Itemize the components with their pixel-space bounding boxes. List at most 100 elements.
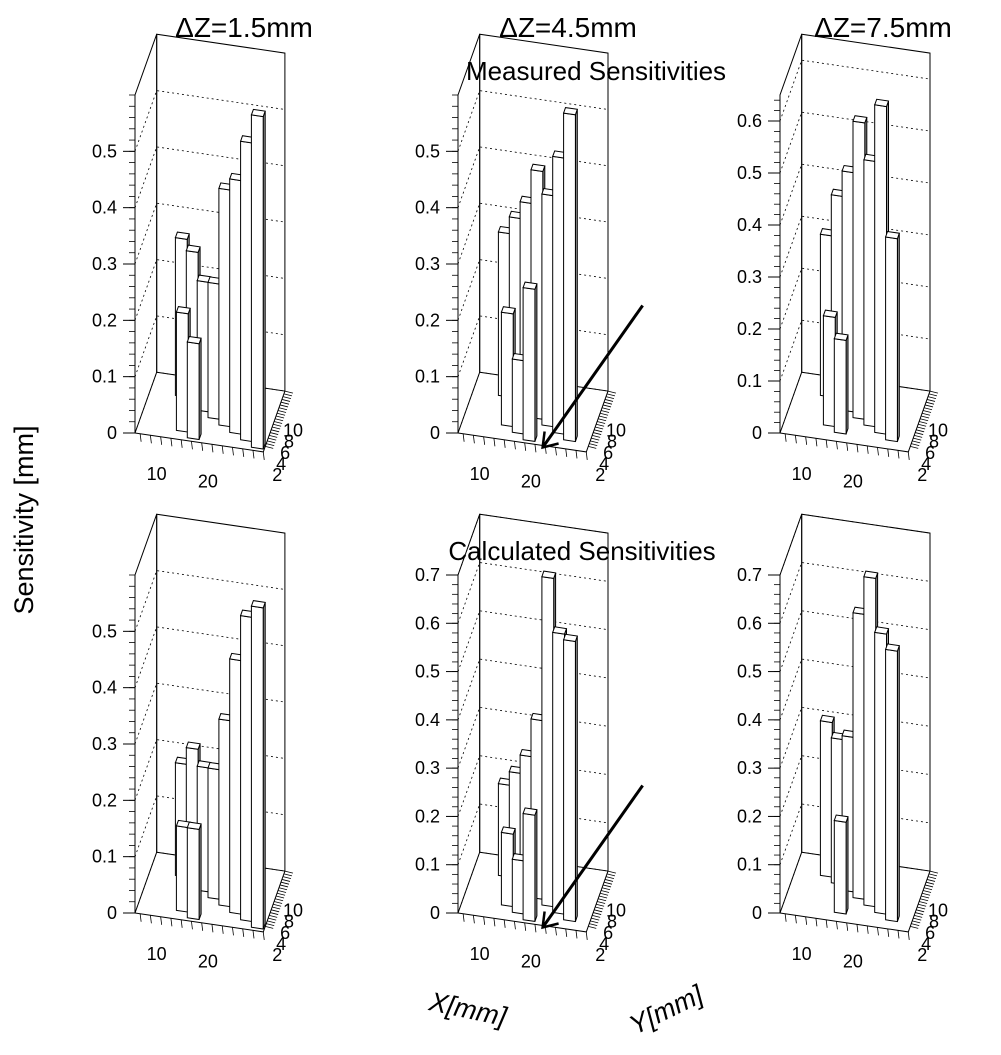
depth-tick-mark <box>280 401 290 405</box>
bar-top-face <box>174 231 190 240</box>
depth-tick-mark <box>597 421 606 424</box>
depth-tick-mark <box>590 440 599 444</box>
depth-tick-mark <box>925 881 935 885</box>
x-tick-label: 10 <box>792 944 812 964</box>
bar-front-face <box>175 825 189 913</box>
bar-front-face <box>819 720 833 878</box>
z-grid-line <box>457 90 609 152</box>
x-tick-label: 10 <box>470 464 490 484</box>
x-tick-mark <box>242 448 245 457</box>
column-title-3: ΔZ=7.5mm <box>814 12 952 43</box>
bar <box>250 108 266 450</box>
side-wall <box>457 34 481 434</box>
bar-front-face <box>186 827 200 921</box>
depth-tick-mark <box>274 898 284 902</box>
depth-tick-mark <box>598 415 608 419</box>
z-tick-label: 0.3 <box>737 267 762 287</box>
z-tick-label: 0.6 <box>415 613 440 633</box>
depth-tick-mark <box>915 912 924 915</box>
bar-front-face <box>500 311 514 428</box>
bar-top-face <box>819 714 835 724</box>
bar <box>562 633 578 923</box>
z-tick-label: 0.2 <box>737 806 762 826</box>
x-tick-mark <box>180 919 183 928</box>
depth-tick-mark <box>267 920 276 924</box>
depth-tick-mark <box>279 884 289 888</box>
depth-tick-mark <box>281 879 291 882</box>
x-tick-mark <box>232 447 234 456</box>
x-tick-mark <box>514 441 516 450</box>
depth-tick-mark <box>590 920 599 924</box>
bar-top-face <box>186 335 202 345</box>
bar <box>522 807 538 922</box>
depth-tick-label: 4 <box>921 934 931 954</box>
bar <box>833 814 849 915</box>
x-tick-label: 20 <box>521 951 541 971</box>
x-tick-mark <box>836 441 838 450</box>
depth-axis-title: Y[mm] <box>624 979 709 1041</box>
z-tick-label: 0.1 <box>92 847 117 867</box>
z-grid-line <box>457 513 609 576</box>
x-tick-mark <box>887 448 890 457</box>
depth-tick-mark <box>602 404 612 408</box>
x-tick-mark <box>846 442 849 451</box>
bar-front-face <box>240 615 253 923</box>
depth-tick-mark <box>276 892 286 896</box>
z-grid-line <box>779 562 931 624</box>
x-tick-mark <box>221 445 224 454</box>
x-tick-mark <box>856 924 859 933</box>
depth-tick-mark <box>927 876 937 880</box>
depth-tick-mark <box>279 404 289 408</box>
depth-tick-label: 4 <box>921 454 931 474</box>
z-tick-label: 0.6 <box>737 613 762 633</box>
bar-front-face <box>863 576 877 908</box>
x-tick-mark <box>836 921 838 930</box>
depth-tick-mark <box>923 887 933 891</box>
bar-front-face <box>186 341 200 441</box>
depth-tick-mark <box>268 917 277 921</box>
z-tick-label: 0.1 <box>737 855 762 875</box>
z-tick-label: 0.4 <box>415 198 440 218</box>
bar <box>186 335 202 441</box>
x-tick-mark <box>149 435 152 444</box>
x-tick-mark <box>201 922 204 931</box>
z-tick-label: 0.5 <box>415 141 440 161</box>
depth-tick-mark <box>277 410 287 413</box>
depth-tick-mark <box>921 412 931 416</box>
depth-tick-mark <box>274 421 283 424</box>
depth-tick-mark <box>589 923 598 927</box>
depth-tick-mark <box>605 396 615 400</box>
depth-tick-mark <box>589 443 598 447</box>
depth-tick-label: 6 <box>925 443 935 463</box>
depth-tick-mark <box>272 426 281 430</box>
bar-front-face <box>822 315 836 428</box>
x-tick-mark <box>555 927 557 936</box>
depth-tick-label: 8 <box>929 912 939 932</box>
z-tick-label: 0 <box>430 903 440 923</box>
x-tick-mark <box>534 924 537 933</box>
bar-top-face <box>185 244 201 253</box>
z-tick-label: 0.6 <box>737 111 762 131</box>
depth-tick-mark <box>918 903 927 907</box>
bar-top-face <box>852 115 868 124</box>
depth-tick-mark <box>592 914 601 918</box>
depth-tick-mark <box>913 437 922 441</box>
bar <box>884 643 900 923</box>
bar-front-face <box>552 631 565 915</box>
depth-tick-label: 10 <box>283 901 303 921</box>
z-grid-line <box>779 610 931 672</box>
depth-tick-mark <box>282 876 292 880</box>
depth-tick-label: 8 <box>929 432 939 452</box>
x-tick-mark <box>242 928 245 937</box>
depth-tick-mark <box>592 434 601 438</box>
depth-tick-label: 10 <box>283 421 303 441</box>
depth-tick-mark <box>275 415 285 419</box>
x-tick-mark <box>191 921 193 930</box>
x-tick-label: 20 <box>843 951 863 971</box>
x-tick-mark <box>784 433 787 442</box>
depth-tick-mark <box>595 426 604 430</box>
x-tick-mark <box>252 450 255 459</box>
x-tick-mark <box>897 450 900 459</box>
annotation-arrow-head <box>541 911 559 930</box>
